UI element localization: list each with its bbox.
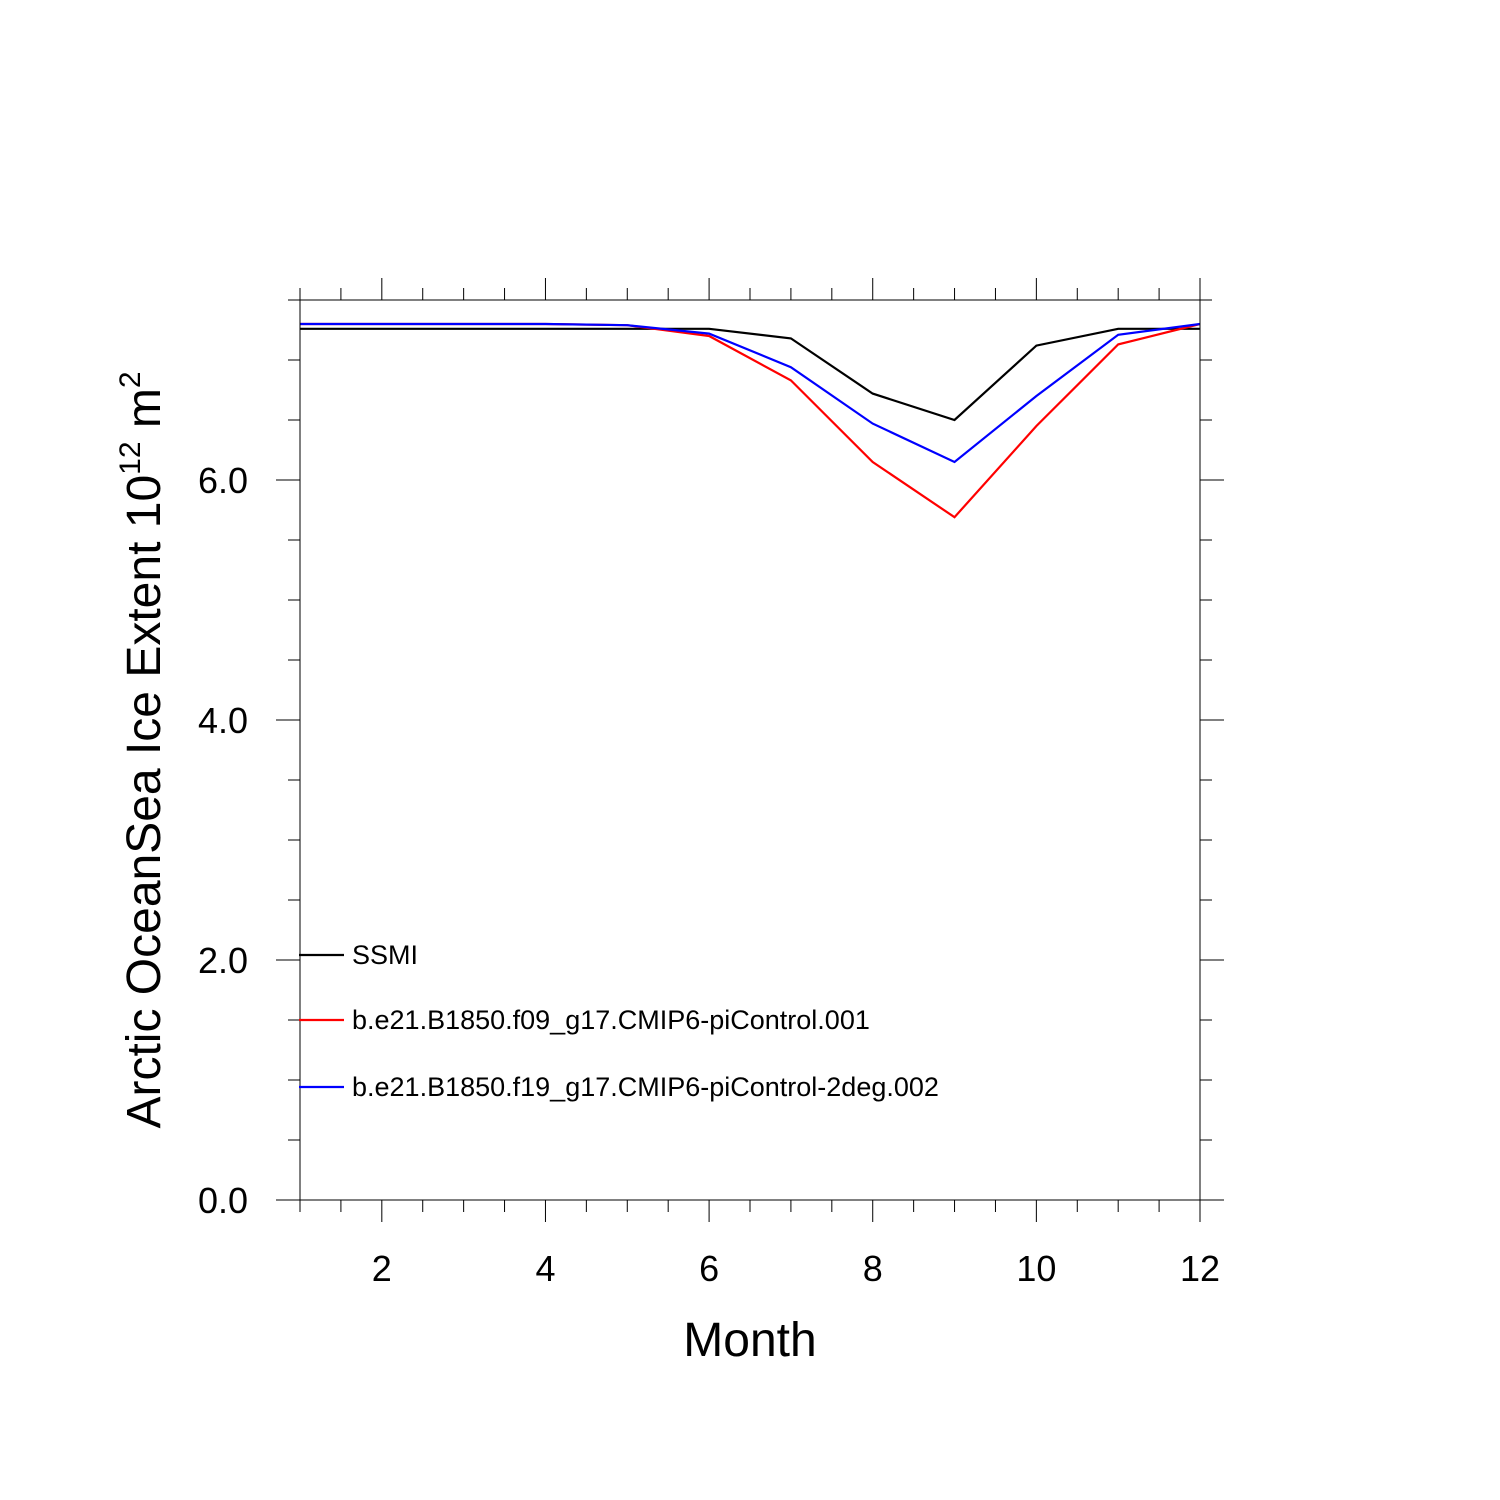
y-tick-label: 6.0 xyxy=(198,460,248,501)
y-tick-label: 0.0 xyxy=(198,1180,248,1221)
plot-frame xyxy=(299,299,1201,1201)
x-tick-label: 4 xyxy=(535,1248,555,1289)
x-tick-label: 8 xyxy=(863,1248,883,1289)
axis-ticks xyxy=(276,278,1224,1222)
y-axis-title: Arctic OceanSea Ice Extent 1012 m2 xyxy=(114,371,171,1128)
x-tick-label: 2 xyxy=(372,1248,392,1289)
y-tick-labels: 0.0 2.0 4.0 6.0 xyxy=(198,460,248,1221)
legend-label-1: SSMI xyxy=(352,940,418,970)
series-line-2 xyxy=(300,322,1201,519)
legend-label-3: b.e21.B1850.f19_g17.CMIP6-piControl-2deg… xyxy=(352,1072,939,1102)
x-tick-labels: 2 4 6 8 10 12 xyxy=(372,1248,1220,1289)
legend: SSMI b.e21.B1850.f09_g17.CMIP6-piControl.… xyxy=(299,940,939,1102)
legend-label-2: b.e21.B1850.f09_g17.CMIP6-piControl.001 xyxy=(352,1005,870,1035)
x-axis-title: Month xyxy=(683,1314,816,1367)
x-tick-label: 10 xyxy=(1016,1248,1056,1289)
y-tick-label: 4.0 xyxy=(198,700,248,741)
series-lines xyxy=(300,322,1201,519)
x-tick-label: 6 xyxy=(699,1248,719,1289)
y-tick-label: 2.0 xyxy=(198,940,248,981)
series-line-3 xyxy=(300,322,1201,464)
series-line-1 xyxy=(300,327,1200,422)
x-tick-label: 12 xyxy=(1180,1248,1220,1289)
